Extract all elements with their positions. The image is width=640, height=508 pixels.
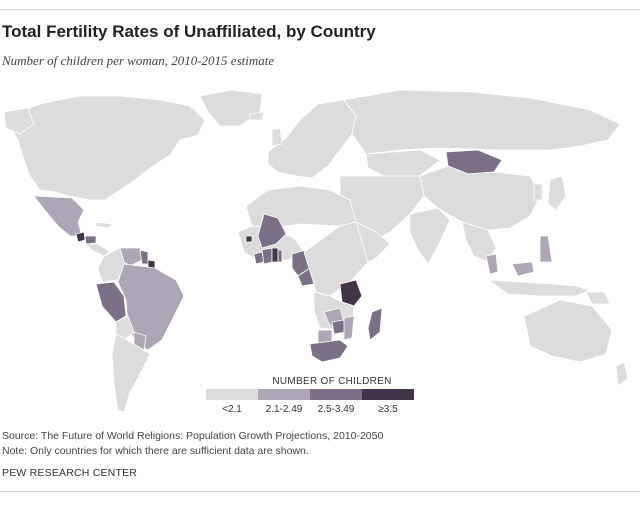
legend-label-ge-3-5: ≥3.5: [378, 404, 398, 415]
country-mali: [257, 213, 287, 249]
country-peru: [95, 281, 127, 323]
legend-label-2-5-3-49: 2.5-3.49: [317, 404, 355, 415]
country-bolivia: [115, 315, 135, 341]
country-cambodia: [485, 253, 499, 275]
country-honduras: [84, 235, 97, 245]
country-europe: [267, 99, 357, 179]
legend-swatch-2-1-2-49: [258, 389, 310, 400]
country-central-africa: [303, 221, 377, 297]
country-uk: [271, 127, 283, 147]
data-note: Note: Only countries for which there are…: [2, 445, 309, 457]
country-cuba: [95, 221, 113, 229]
country-mexico: [33, 195, 85, 237]
country-kazakhstan: [365, 149, 441, 177]
chart-title: Total Fertility Rates of Unaffiliated, b…: [2, 22, 376, 41]
country-cote-divoire: [261, 247, 273, 265]
world-map: [3, 89, 629, 413]
country-central-america-rest: [85, 243, 111, 257]
country-chile-argentina: [111, 333, 151, 413]
country-ghana: [271, 247, 279, 263]
country-guatemala: [75, 231, 86, 243]
country-guinea-bissau: [245, 235, 253, 243]
country-venezuela: [119, 247, 147, 267]
pew-credit: PEW RESEARCH CENTER: [2, 467, 138, 479]
country-new-zealand: [615, 361, 629, 387]
legend-label-lt-2-1: <2.1: [222, 404, 242, 415]
top-rule: [0, 9, 640, 10]
country-brazil: [117, 263, 185, 351]
country-russia: [343, 89, 621, 155]
country-indonesia: [487, 279, 591, 297]
country-canada-usa: [5, 95, 206, 201]
chart-subtitle: Number of children per woman, 2010-2015 …: [2, 53, 275, 68]
country-tanzania: [339, 279, 363, 307]
country-india: [409, 207, 451, 265]
country-guyana: [139, 249, 149, 265]
legend-title: NUMBER OF CHILDREN: [272, 376, 392, 387]
country-malaysia: [511, 261, 535, 277]
country-horn-of-africa: [355, 221, 391, 263]
bottom-rule: [0, 491, 640, 492]
country-australia: [523, 299, 613, 363]
country-south-africa: [309, 339, 349, 363]
country-mozambique: [343, 315, 355, 341]
country-togo: [277, 249, 283, 263]
country-alaska: [3, 107, 35, 135]
legend-label-2-1-2-49: 2.1-2.49: [265, 404, 303, 415]
legend-swatch-ge-3-5: [362, 389, 414, 400]
legend-swatch-2-5-3-49: [310, 389, 362, 400]
legend-swatch-lt-2-1: [206, 389, 258, 400]
country-madagascar: [367, 307, 383, 341]
country-greenland: [199, 89, 263, 127]
country-philippines: [539, 235, 553, 263]
country-iceland: [249, 111, 265, 121]
country-papua-new-guinea: [585, 291, 611, 305]
source-note: Source: The Future of World Religions: P…: [2, 430, 384, 442]
country-korea: [533, 183, 543, 201]
country-japan: [547, 175, 567, 211]
